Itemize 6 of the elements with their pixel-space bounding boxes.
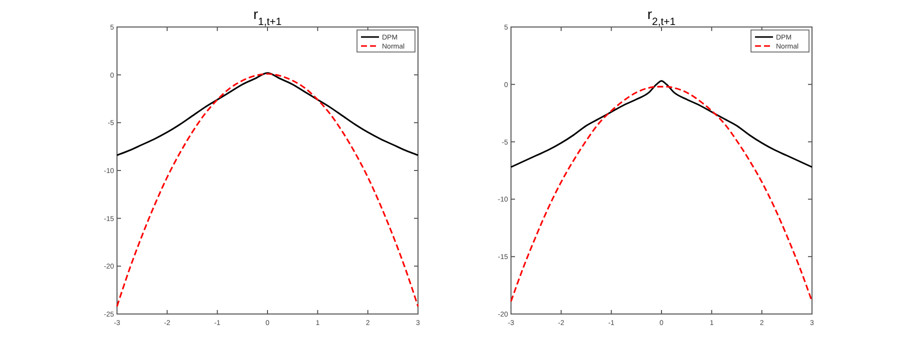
line-series: [510, 86, 813, 302]
chart-title: r$_{1,t+1}$: [253, 6, 282, 28]
line-series: [116, 72, 419, 156]
line-series: [116, 73, 419, 308]
line-series: [510, 80, 813, 168]
chart-title: r$_{2,t+1}$: [647, 6, 676, 28]
